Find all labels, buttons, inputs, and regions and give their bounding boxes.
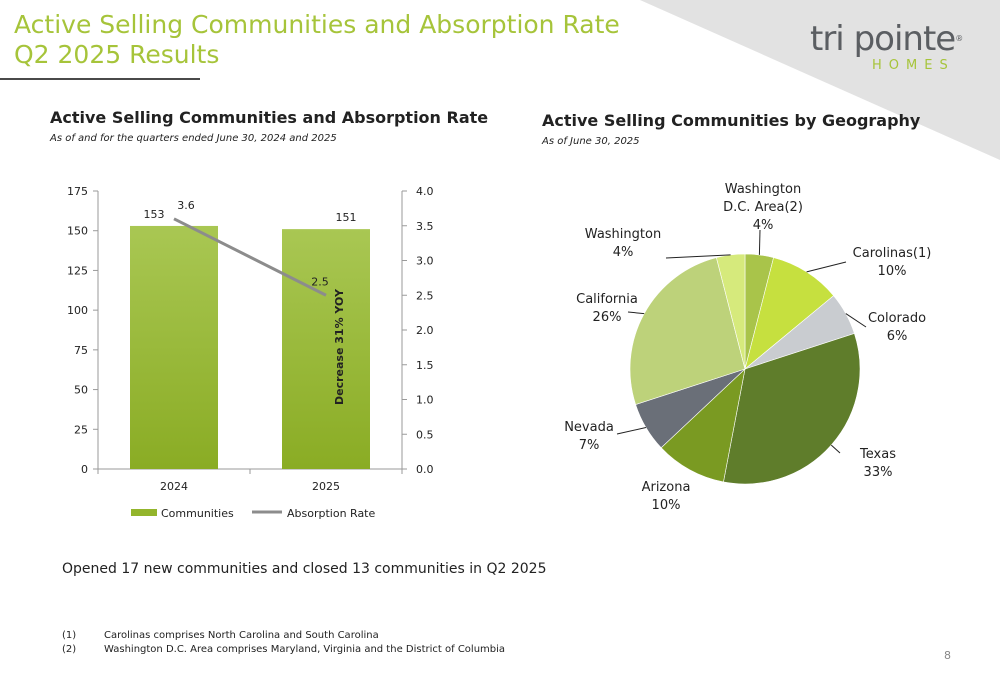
pie-slice-percent: 4%	[753, 218, 774, 233]
pie-leader-line	[830, 444, 841, 454]
communities-bar	[282, 229, 370, 469]
pie-chart-title: Active Selling Communities by Geography	[542, 111, 921, 130]
right-axis-tick-label: 2.0	[416, 324, 434, 337]
right-axis-tick-label: 4.0	[416, 185, 434, 198]
pie-leader-line	[758, 229, 761, 255]
decrease-annotation: Decrease 31% YOY	[333, 288, 346, 405]
pie-slice-label: Washington	[585, 227, 661, 242]
pie-slice-carolinas-	[744, 257, 835, 370]
right-axis-tick-label: 0.0	[416, 463, 434, 476]
footnote-1-mark: (1)	[62, 630, 77, 641]
right-axis-tick-label: 1.5	[416, 359, 434, 372]
slide-title: Active Selling Communities and Absorptio…	[14, 10, 620, 70]
pie-leader-line	[806, 261, 847, 273]
slide-title-line1: Active Selling Communities and Absorptio…	[14, 10, 620, 39]
left-axis-tick-label: 0	[81, 463, 88, 476]
tri-pointe-logo: tri pointe® HOMES	[810, 20, 970, 76]
communities-data-label: 151	[336, 211, 357, 224]
pie-slice-percent: 33%	[864, 465, 893, 480]
pie-slice-label: Colorado	[868, 311, 926, 326]
right-axis-tick-label: 0.5	[416, 428, 434, 441]
communities-data-label: 153	[144, 208, 165, 221]
bar-chart-subtitle: As of and for the quarters ended June 30…	[50, 133, 337, 144]
absorption-data-label: 2.5	[311, 275, 329, 288]
footnote-2-text: Washington D.C. Area comprises Maryland,…	[104, 644, 506, 655]
left-axis-tick-label: 175	[67, 185, 88, 198]
x-axis-tick-label: 2024	[160, 480, 188, 493]
footnote-2-mark: (2)	[62, 644, 77, 655]
left-axis-tick-label: 125	[67, 264, 88, 277]
summary-text: Opened 17 new communities and closed 13 …	[62, 561, 547, 577]
page-number: 8	[944, 649, 951, 662]
pie-chart-subtitle: As of June 30, 2025	[542, 136, 640, 147]
logo-wordmark: tri pointe®	[810, 20, 970, 58]
left-axis-tick-label: 50	[74, 384, 88, 397]
pie-slice-label: D.C. Area(2)	[723, 200, 803, 215]
absorption-data-label: 3.6	[177, 199, 195, 212]
right-axis-tick-label: 2.5	[416, 289, 434, 302]
legend-absorption-label: Absorption Rate	[287, 507, 375, 520]
left-axis-tick-label: 100	[67, 304, 88, 317]
logo-word-text: tri pointe	[810, 19, 956, 59]
pie-leader-line	[627, 311, 645, 315]
right-axis-tick-label: 3.0	[416, 255, 434, 268]
right-axis-tick-label: 1.0	[416, 394, 434, 407]
pie-slice-label: Carolinas(1)	[853, 246, 932, 261]
pie-slice-label: Arizona	[642, 480, 691, 495]
pie-slice-label: Nevada	[564, 420, 614, 435]
bar-chart-title: Active Selling Communities and Absorptio…	[50, 108, 489, 127]
footnote-2: (2) Washington D.C. Area comprises Maryl…	[62, 643, 505, 657]
footnote-1: (1) Carolinas comprises North Carolina a…	[62, 629, 505, 643]
absorption-rate-line	[173, 217, 327, 297]
legend-communities-swatch	[131, 509, 157, 516]
pie-slice-california	[629, 257, 746, 405]
pie-slice-label: Texas	[859, 447, 896, 462]
pie-slice-label: California	[576, 292, 638, 307]
pie-slice-percent: 4%	[613, 245, 634, 260]
pie-slice-percent: 6%	[887, 329, 908, 344]
footnotes: (1) Carolinas comprises North Carolina a…	[62, 629, 505, 657]
communities-bar	[130, 225, 218, 469]
pie-slice-percent: 10%	[652, 498, 681, 513]
x-axis-tick-label: 2025	[312, 480, 340, 493]
pie-slice-percent: 26%	[593, 310, 622, 325]
pie-slice-texas	[723, 333, 861, 485]
slide-title-line2: Q2 2025 Results	[14, 40, 220, 69]
footnote-1-text: Carolinas comprises North Carolina and S…	[104, 630, 379, 641]
pie-slice-label: Washington	[725, 182, 801, 197]
left-axis-tick-label: 25	[74, 423, 88, 436]
left-axis-tick-label: 75	[74, 344, 88, 357]
pie-slice-percent: 10%	[878, 264, 907, 279]
logo-registered-mark: ®	[955, 34, 963, 43]
title-underline	[0, 78, 200, 80]
pie-slice-arizona	[660, 368, 746, 483]
pie-leader-line	[845, 313, 867, 328]
legend-communities-label: Communities	[161, 507, 234, 520]
pie-leader-line	[616, 427, 647, 435]
left-axis-tick-label: 150	[67, 225, 88, 238]
right-axis-tick-label: 3.5	[416, 220, 434, 233]
logo-subtitle: HOMES	[872, 58, 955, 73]
pie-leader-line	[665, 254, 731, 259]
pie-slice-percent: 7%	[579, 438, 600, 453]
